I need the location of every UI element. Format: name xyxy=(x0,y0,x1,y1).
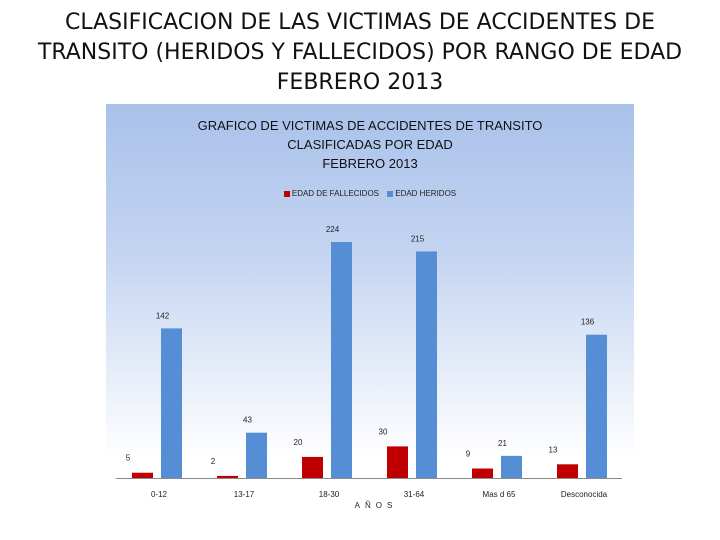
data-label: 43 xyxy=(243,416,252,425)
data-label: 215 xyxy=(411,234,425,243)
chart-title-line: CLASIFICADAS POR EDAD xyxy=(287,137,453,152)
legend-swatch-heridos xyxy=(387,190,394,197)
x-tick-label: 31-64 xyxy=(404,490,425,499)
bar-fallecidos-0 xyxy=(132,472,153,478)
x-tick-label: 13-17 xyxy=(234,490,255,499)
bar-heridos-5 xyxy=(586,334,607,478)
bar-fallecidos-1 xyxy=(217,475,238,478)
legend-label-fallecidos: EDAD DE FALLECIDOS xyxy=(291,189,379,198)
bar-fallecidos-2 xyxy=(302,456,323,478)
legend-item-fallecidos: EDAD DE FALLECIDOS xyxy=(283,189,379,198)
legend-label-heridos: EDAD HERIDOS xyxy=(395,189,457,198)
chart-title-line: GRAFICO DE VICTIMAS DE ACCIDENTES DE TRA… xyxy=(197,118,543,133)
bar-heridos-1 xyxy=(246,432,267,478)
legend-swatch-fallecidos xyxy=(283,190,290,197)
chart-title: GRAFICO DE VICTIMAS DE ACCIDENTES DE TRA… xyxy=(106,116,634,173)
x-tick-label: Mas d 65 xyxy=(483,490,516,499)
slide-title-line: FEBRERO 2013 xyxy=(276,70,444,95)
x-tick-label: 18-30 xyxy=(319,490,340,499)
legend-item-heridos: EDAD HERIDOS xyxy=(387,189,456,198)
data-label: 2 xyxy=(211,457,216,466)
chart-title-line: FEBRERO 2013 xyxy=(322,156,418,171)
data-label: 136 xyxy=(581,318,595,327)
slide-title: CLASIFICACION DE LAS VICTIMAS DE ACCIDEN… xyxy=(0,8,720,98)
bar-heridos-2 xyxy=(331,242,352,478)
bar-fallecidos-5 xyxy=(557,464,578,478)
x-axis-title: AÑOS xyxy=(355,501,398,510)
bar-chart-plot: 5 2 20 30 9 13 142 43 224 215 21 136 0-12 13-17 18-30 3… xyxy=(116,225,622,510)
bar-heridos-3 xyxy=(416,251,437,478)
chart-legend: EDAD DE FALLECIDOS EDAD HERIDOS xyxy=(106,189,634,198)
chart-panel: GRAFICO DE VICTIMAS DE ACCIDENTES DE TRA… xyxy=(106,104,634,522)
data-label: 13 xyxy=(549,445,558,454)
data-label: 30 xyxy=(379,427,388,436)
data-label: 20 xyxy=(294,438,303,447)
data-label: 9 xyxy=(466,450,471,459)
x-tick-label: 0-12 xyxy=(151,490,168,499)
bar-heridos-0 xyxy=(161,328,182,478)
data-label: 142 xyxy=(156,311,170,320)
slide-title-line: TRANSITO (HERIDOS Y FALLECIDOS) POR RANG… xyxy=(37,40,683,65)
bar-heridos-4 xyxy=(501,455,522,478)
slide-title-line: CLASIFICACION DE LAS VICTIMAS DE ACCIDEN… xyxy=(65,10,655,35)
data-label: 5 xyxy=(126,454,131,463)
data-label: 21 xyxy=(498,439,507,448)
x-tick-label: Desconocida xyxy=(561,490,608,499)
data-label: 224 xyxy=(326,225,340,234)
bar-fallecidos-4 xyxy=(472,468,493,478)
bar-fallecidos-3 xyxy=(387,446,408,478)
